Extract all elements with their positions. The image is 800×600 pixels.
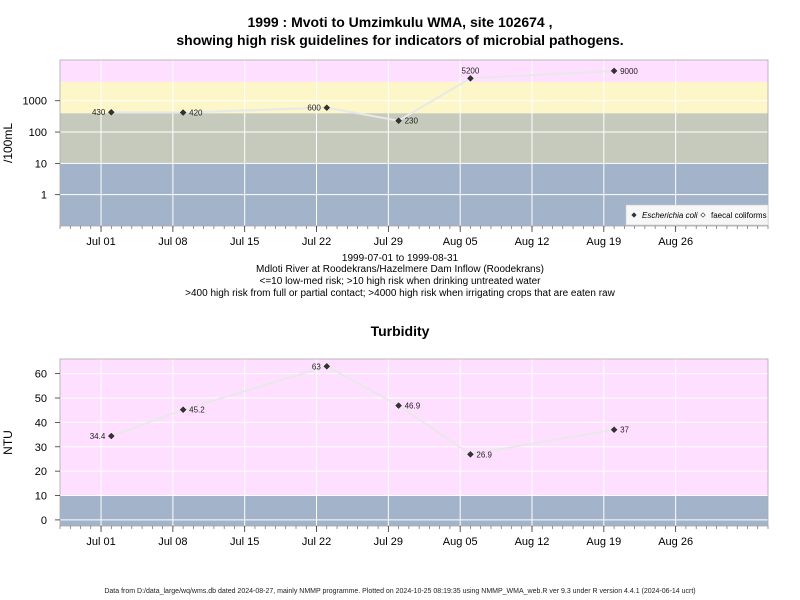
legend-label-faecal: faecal coliforms <box>711 211 767 220</box>
x-tick-label: Jul 08 <box>158 236 187 248</box>
series-line <box>111 69 615 122</box>
y-tick-label: 20 <box>35 466 47 478</box>
data-point <box>179 406 187 413</box>
data-point <box>179 109 187 116</box>
turbidity-chart-title: Turbidity <box>370 323 430 339</box>
chart-title-line1: 1999 : Mvoti to Umzimkulu WMA, site 1026… <box>247 14 553 30</box>
plot-border <box>59 358 769 527</box>
x-tick-label: Jul 08 <box>158 536 187 548</box>
legend-label-ecoli: Escherichia coli <box>642 211 698 220</box>
legend-marker-faecal <box>700 212 706 218</box>
data-label: 45.2 <box>189 406 205 415</box>
data-point <box>108 108 115 116</box>
data-label: 34.4 <box>90 432 106 441</box>
caption-date-range: 1999-07-01 to 1999-08-31 <box>341 253 459 264</box>
y-tick-label: 50 <box>35 393 47 405</box>
x-tick-label: Jul 29 <box>374 536 403 548</box>
data-point <box>323 363 331 370</box>
x-tick-label: Jul 15 <box>230 236 259 248</box>
x-tick-label: Aug 12 <box>515 536 550 548</box>
data-label: 63 <box>312 362 321 371</box>
data-label: 5200 <box>462 66 480 75</box>
y-tick-label: 1000 <box>23 96 47 108</box>
data-point <box>108 432 115 440</box>
data-point <box>323 104 331 111</box>
data-label: 600 <box>307 104 321 113</box>
legend-marker-ecoli <box>631 212 637 218</box>
y-axis-title: /100mL <box>1 123 15 163</box>
plot-border <box>59 59 769 227</box>
x-tick-label: Jul 29 <box>374 236 403 248</box>
y-tick-label: 10 <box>35 158 47 170</box>
data-label: 9000 <box>620 67 638 76</box>
data-point <box>395 117 402 125</box>
x-tick-label: Aug 26 <box>658 536 693 548</box>
data-label: 26.9 <box>476 450 492 459</box>
risk-band-1 <box>60 113 768 164</box>
data-point <box>467 451 474 458</box>
data-label: 37 <box>620 426 629 435</box>
legend: Escherichia coli faecal coliforms <box>625 204 769 226</box>
chart-title-line2: showing high risk guidelines for indicat… <box>176 32 624 48</box>
data-point <box>610 426 618 433</box>
data-point <box>467 75 474 82</box>
data-label: 420 <box>189 109 203 118</box>
y-tick-label: 30 <box>35 442 47 454</box>
ecoli-chart: Jul 01 Jul 08 Jul 15 Jul 22 Jul 29 Aug 05 Aug … <box>1 59 769 248</box>
data-label: 230 <box>405 117 419 126</box>
x-tick-label: Aug 26 <box>658 236 693 248</box>
y-axis-title: NTU <box>1 430 15 455</box>
risk-band-3 <box>60 60 768 82</box>
y-tick-label: 100 <box>29 127 47 139</box>
x-tick-label: Aug 05 <box>443 236 478 248</box>
data-point <box>610 67 618 75</box>
x-tick-label: Aug 19 <box>586 536 621 548</box>
x-tick-label: Aug 12 <box>515 236 550 248</box>
caption-site-name: Mdloti River at Roodekrans/Hazelmere Dam… <box>256 264 544 275</box>
caption-risk-contact: >400 high risk from full or partial cont… <box>185 288 615 299</box>
footer-note: Data from D:/data_large/wq/wms.db dated … <box>104 588 696 595</box>
data-label: 46.9 <box>405 402 421 411</box>
y-tick-label: 0 <box>41 515 47 527</box>
x-tick-label: Aug 05 <box>443 536 478 548</box>
data-label: 430 <box>92 108 106 117</box>
risk-band-0 <box>60 495 768 526</box>
y-tick-label: 10 <box>35 491 47 503</box>
legend-box <box>625 204 769 226</box>
risk-band-1 <box>60 359 768 496</box>
y-tick-label: 40 <box>35 417 47 429</box>
x-tick-label: Jul 22 <box>302 236 331 248</box>
y-tick-label: 60 <box>35 369 47 381</box>
series-line <box>110 365 615 456</box>
caption-risk-drinking: <=10 low-med risk; >10 high risk when dr… <box>259 276 541 287</box>
x-tick-label: Jul 01 <box>86 236 115 248</box>
x-tick-label: Jul 15 <box>230 536 259 548</box>
x-tick-label: Aug 19 <box>586 236 621 248</box>
x-tick-label: Jul 01 <box>86 536 115 548</box>
x-tick-label: Jul 22 <box>302 536 331 548</box>
risk-band-2 <box>60 81 768 114</box>
y-tick-label: 1 <box>41 190 47 202</box>
data-point <box>395 402 402 409</box>
